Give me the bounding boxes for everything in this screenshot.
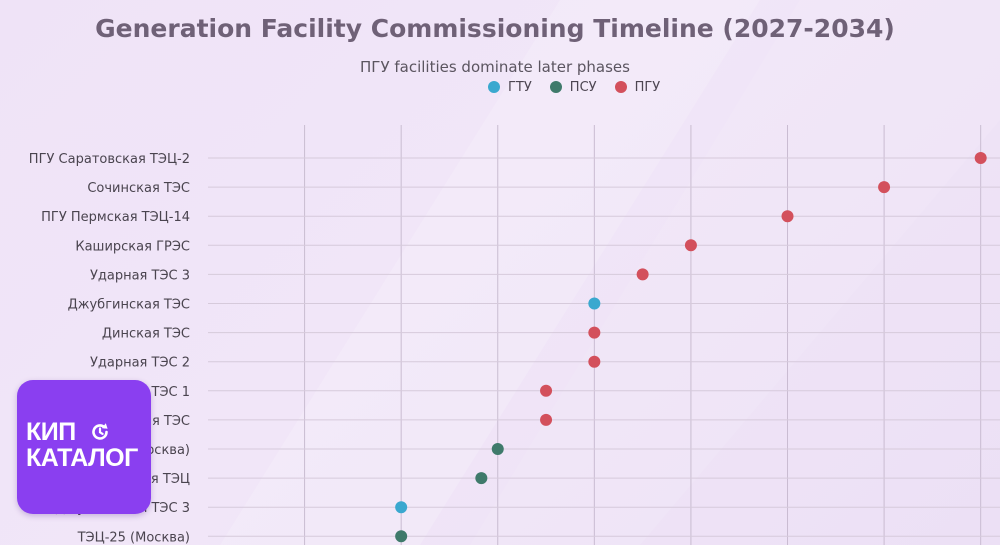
data-point[interactable] xyxy=(491,443,504,455)
legend: ГТУ ПСУ ПГУ xyxy=(488,78,660,96)
y-tick-label: Джубгинская ТЭС xyxy=(68,298,190,313)
data-point[interactable] xyxy=(395,530,408,543)
y-tick-label: Сочинская ТЭС xyxy=(87,181,190,196)
y-tick-label: Ударная ТЭС 2 xyxy=(90,356,190,371)
legend-item-gtu[interactable]: ГТУ xyxy=(488,80,532,95)
logo-text-line1: КИП xyxy=(26,418,76,446)
data-point[interactable] xyxy=(974,152,987,164)
point-layer xyxy=(395,152,987,543)
y-tick-label: ТЭЦ-25 (Москва) xyxy=(77,530,190,545)
data-point[interactable] xyxy=(540,384,553,397)
grid-layer xyxy=(208,125,1000,545)
legend-label-pgu: ПГУ xyxy=(634,79,661,95)
legend-label-psu: ПСУ xyxy=(569,79,597,95)
y-tick-label: ПГУ Саратовская ТЭЦ-2 xyxy=(29,152,190,167)
data-point[interactable] xyxy=(395,501,408,514)
data-point[interactable] xyxy=(878,181,891,194)
data-point[interactable] xyxy=(540,413,553,426)
chart-subtitle: ПГУ facilities dominate later phases xyxy=(360,58,630,76)
data-point[interactable] xyxy=(588,355,601,368)
legend-item-pgu[interactable]: ПГУ xyxy=(614,79,661,95)
refresh-icon xyxy=(92,423,108,440)
y-tick-label: ПГУ Пермская ТЭЦ-14 xyxy=(41,210,190,225)
y-tick-label: Динская ТЭС xyxy=(102,327,190,342)
legend-marker-pgu xyxy=(614,81,627,93)
logo-text-line2: КАТАЛОГ xyxy=(26,444,138,472)
data-point[interactable] xyxy=(636,268,649,281)
y-tick-label: Каширская ГРЭС xyxy=(75,239,190,254)
legend-marker-gtu xyxy=(488,81,500,93)
data-point[interactable] xyxy=(781,210,794,223)
data-point[interactable] xyxy=(588,326,601,339)
legend-item-psu[interactable]: ПСУ xyxy=(549,79,597,95)
legend-label-gtu: ГТУ xyxy=(508,79,532,95)
legend-marker-psu xyxy=(549,81,562,93)
data-point[interactable] xyxy=(684,239,697,252)
data-point[interactable] xyxy=(588,297,601,310)
y-tick-label: Ударная ТЭС 3 xyxy=(90,268,190,283)
kip-katalog-logo: КИП КАТАЛОГ xyxy=(17,380,151,514)
data-point[interactable] xyxy=(475,472,488,485)
chart-title: Generation Facility Commissioning Timeli… xyxy=(95,14,895,43)
